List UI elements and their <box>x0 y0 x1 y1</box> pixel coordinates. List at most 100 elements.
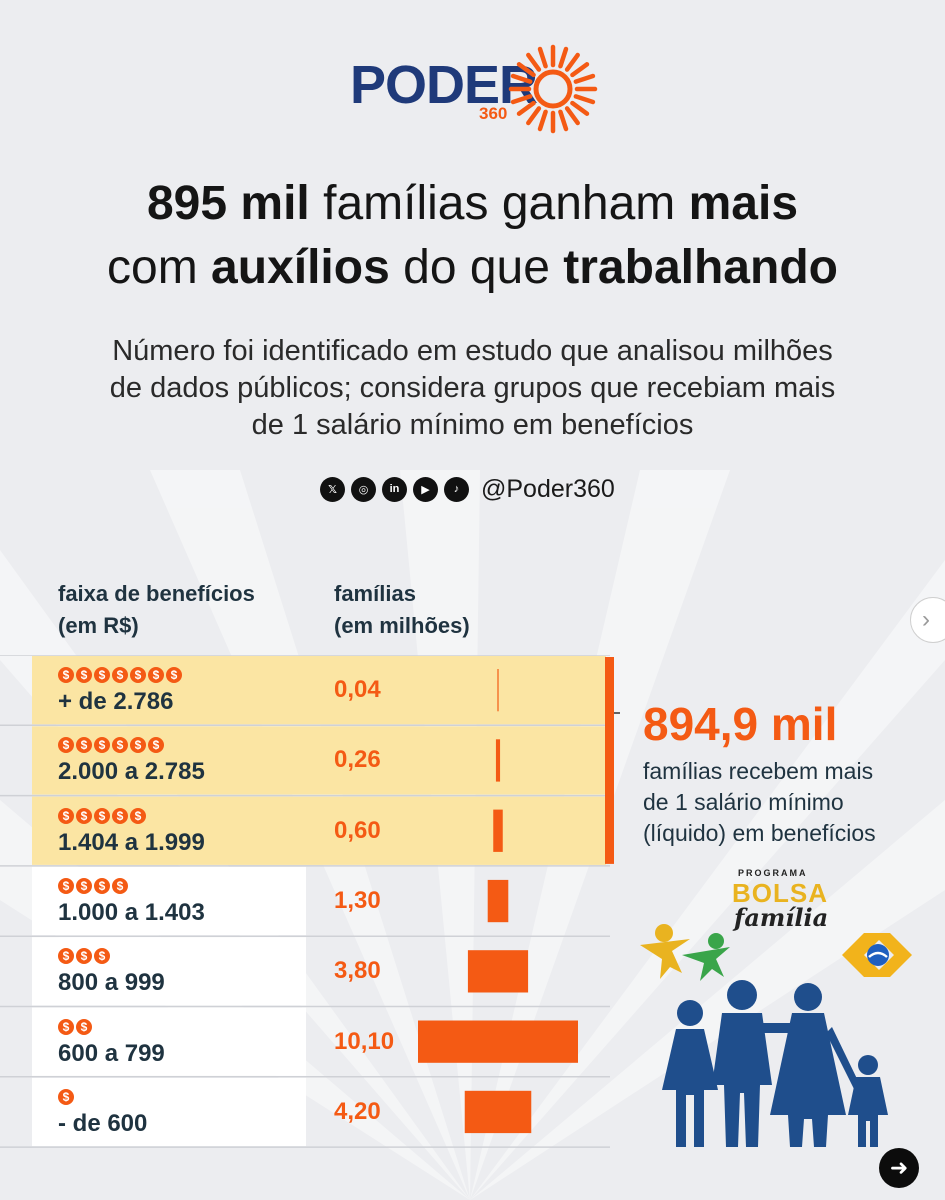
coin-icons: $ $ $ <box>58 948 110 965</box>
callout-text: famílias recebem mais de 1 salário mínim… <box>643 756 943 849</box>
coin-icon: $ <box>58 807 74 824</box>
coin-icon: $ <box>58 948 74 965</box>
coin-icon: $ <box>112 877 128 894</box>
range-label: 1.000 a 1.403 <box>58 898 205 926</box>
row-background-highlight <box>306 726 606 795</box>
coin-icon: $ <box>94 737 110 754</box>
headline-part: do que <box>389 241 564 294</box>
poder360-logo: PODER 360 <box>350 44 600 134</box>
program-familia-text: família <box>734 903 829 932</box>
coin-icons: $ $ $ $ $ $ $ <box>58 667 182 683</box>
row-background <box>32 796 306 865</box>
bar <box>464 1090 532 1134</box>
callout-line: de 1 salário mínimo <box>643 789 844 815</box>
coin-icon: $ <box>58 1018 74 1035</box>
bar <box>487 879 509 923</box>
headline-part: auxílios <box>211 241 390 294</box>
youtube-icon[interactable]: ▶ <box>413 476 438 502</box>
chart-row: $ $ $ $ $ $ 2.000 a 2.785 <box>32 725 304 795</box>
caixa-logo-icon <box>842 933 912 977</box>
coin-icon: $ <box>112 667 128 683</box>
families-column-header: famílias (em milhões) <box>334 578 470 642</box>
row-background <box>32 726 306 795</box>
chart-row: $ $ $ $ $ $ $ + de 2.786 <box>32 655 304 725</box>
row-background-highlight <box>306 656 606 725</box>
coin-icon: $ <box>76 1018 92 1035</box>
value-label: 0,04 <box>334 676 381 703</box>
coin-icon: $ <box>112 737 128 754</box>
subtitle-line: de 1 salário mínimo em benefícios <box>251 409 694 441</box>
families-header-line: (em milhões) <box>334 613 470 638</box>
headline-part: trabalhando <box>563 241 838 294</box>
tiktok-icon[interactable]: ♪ <box>444 476 469 502</box>
bar <box>497 669 499 712</box>
instagram-icon[interactable]: ◎ <box>351 476 376 502</box>
subtitle-line: Número foi identificado em estudo que an… <box>112 335 833 367</box>
coin-icons: $ $ $ $ $ $ <box>58 737 164 754</box>
row-background <box>32 1077 306 1147</box>
coin-icons: $ <box>58 1088 74 1105</box>
linkedin-icon[interactable]: in <box>382 476 407 502</box>
row-background-highlight <box>306 796 606 865</box>
program-bolsa-text: BOLSA <box>732 878 828 908</box>
range-header-line: (em R$) <box>58 613 139 638</box>
value-label: 3,80 <box>334 957 381 985</box>
bar <box>418 1020 578 1063</box>
range-column-header: faixa de benefícios (em R$) <box>58 578 255 642</box>
chart-row: $ $ $ $ $ 1.404 a 1.999 <box>32 796 304 866</box>
coin-icon: $ <box>166 667 182 683</box>
bar <box>493 809 503 852</box>
coin-icon: $ <box>76 667 92 683</box>
coin-icon: $ <box>130 807 146 824</box>
chart-row: $ $ $ $ 1.000 a 1.403 <box>32 866 304 936</box>
coin-icon: $ <box>94 877 110 894</box>
family-figures <box>662 980 888 1147</box>
subtitle: Número foi identificado em estudo que an… <box>0 333 945 444</box>
coin-icon: $ <box>112 807 128 824</box>
chart-row: $ - de 600 <box>32 1077 304 1147</box>
next-slide-button[interactable]: ➜ <box>879 1148 919 1188</box>
coin-icon: $ <box>76 807 92 824</box>
coin-icon: $ <box>130 667 146 683</box>
social-handle[interactable]: @Poder360 <box>481 474 615 503</box>
chart-row: $ $ 600 a 799 <box>32 1007 304 1077</box>
social-bar: 𝕏 ◎ in ▶ ♪ @Poder360 <box>320 474 615 504</box>
program-top-text: PROGRAMA <box>738 868 808 878</box>
subtitle-line: de dados públicos; considera grupos que … <box>109 372 836 404</box>
people-figures-icon <box>640 924 730 981</box>
row-background <box>32 1007 306 1076</box>
headline-line-2: com auxílios do que trabalhando <box>0 236 945 300</box>
range-label: 600 a 799 <box>58 1039 165 1067</box>
family-illustration <box>640 924 912 1147</box>
chart-row: $ $ $ 800 a 999 <box>32 936 304 1006</box>
bolsa-familia-logo: PROGRAMA BOLSA família <box>730 868 840 938</box>
bar <box>467 950 529 993</box>
chevron-right-icon: › <box>922 606 930 633</box>
value-label: 10,10 <box>334 1027 395 1055</box>
sun-icon <box>508 44 598 134</box>
arrow-right-icon: ➜ <box>889 1155 909 1180</box>
coin-icon: $ <box>94 807 110 824</box>
row-background <box>32 866 306 936</box>
headline-line-1: 895 mil famílias ganham mais <box>0 172 945 236</box>
logo-wordmark: PODER <box>350 55 538 115</box>
range-label: + de 2.786 <box>58 688 174 715</box>
headline-part: com <box>107 241 212 294</box>
headline-part: mais <box>688 177 799 230</box>
row-background <box>32 937 306 1006</box>
coin-icon: $ <box>58 1088 74 1105</box>
value-label: 0,60 <box>334 816 381 844</box>
range-header-line: faixa de benefícios <box>58 581 255 606</box>
group-bracket <box>605 657 614 864</box>
coin-icon: $ <box>94 667 110 683</box>
range-label: 800 a 999 <box>58 969 165 997</box>
headline-part: 895 mil <box>146 177 310 230</box>
value-label: 0,26 <box>334 746 381 774</box>
coin-icon: $ <box>58 667 74 683</box>
x-icon[interactable]: 𝕏 <box>320 476 345 502</box>
families-header-line: famílias <box>334 581 416 606</box>
carousel-next-button[interactable]: › <box>910 597 945 643</box>
coin-icon: $ <box>76 948 92 965</box>
coin-icon: $ <box>94 948 110 965</box>
coin-icon: $ <box>148 737 164 754</box>
